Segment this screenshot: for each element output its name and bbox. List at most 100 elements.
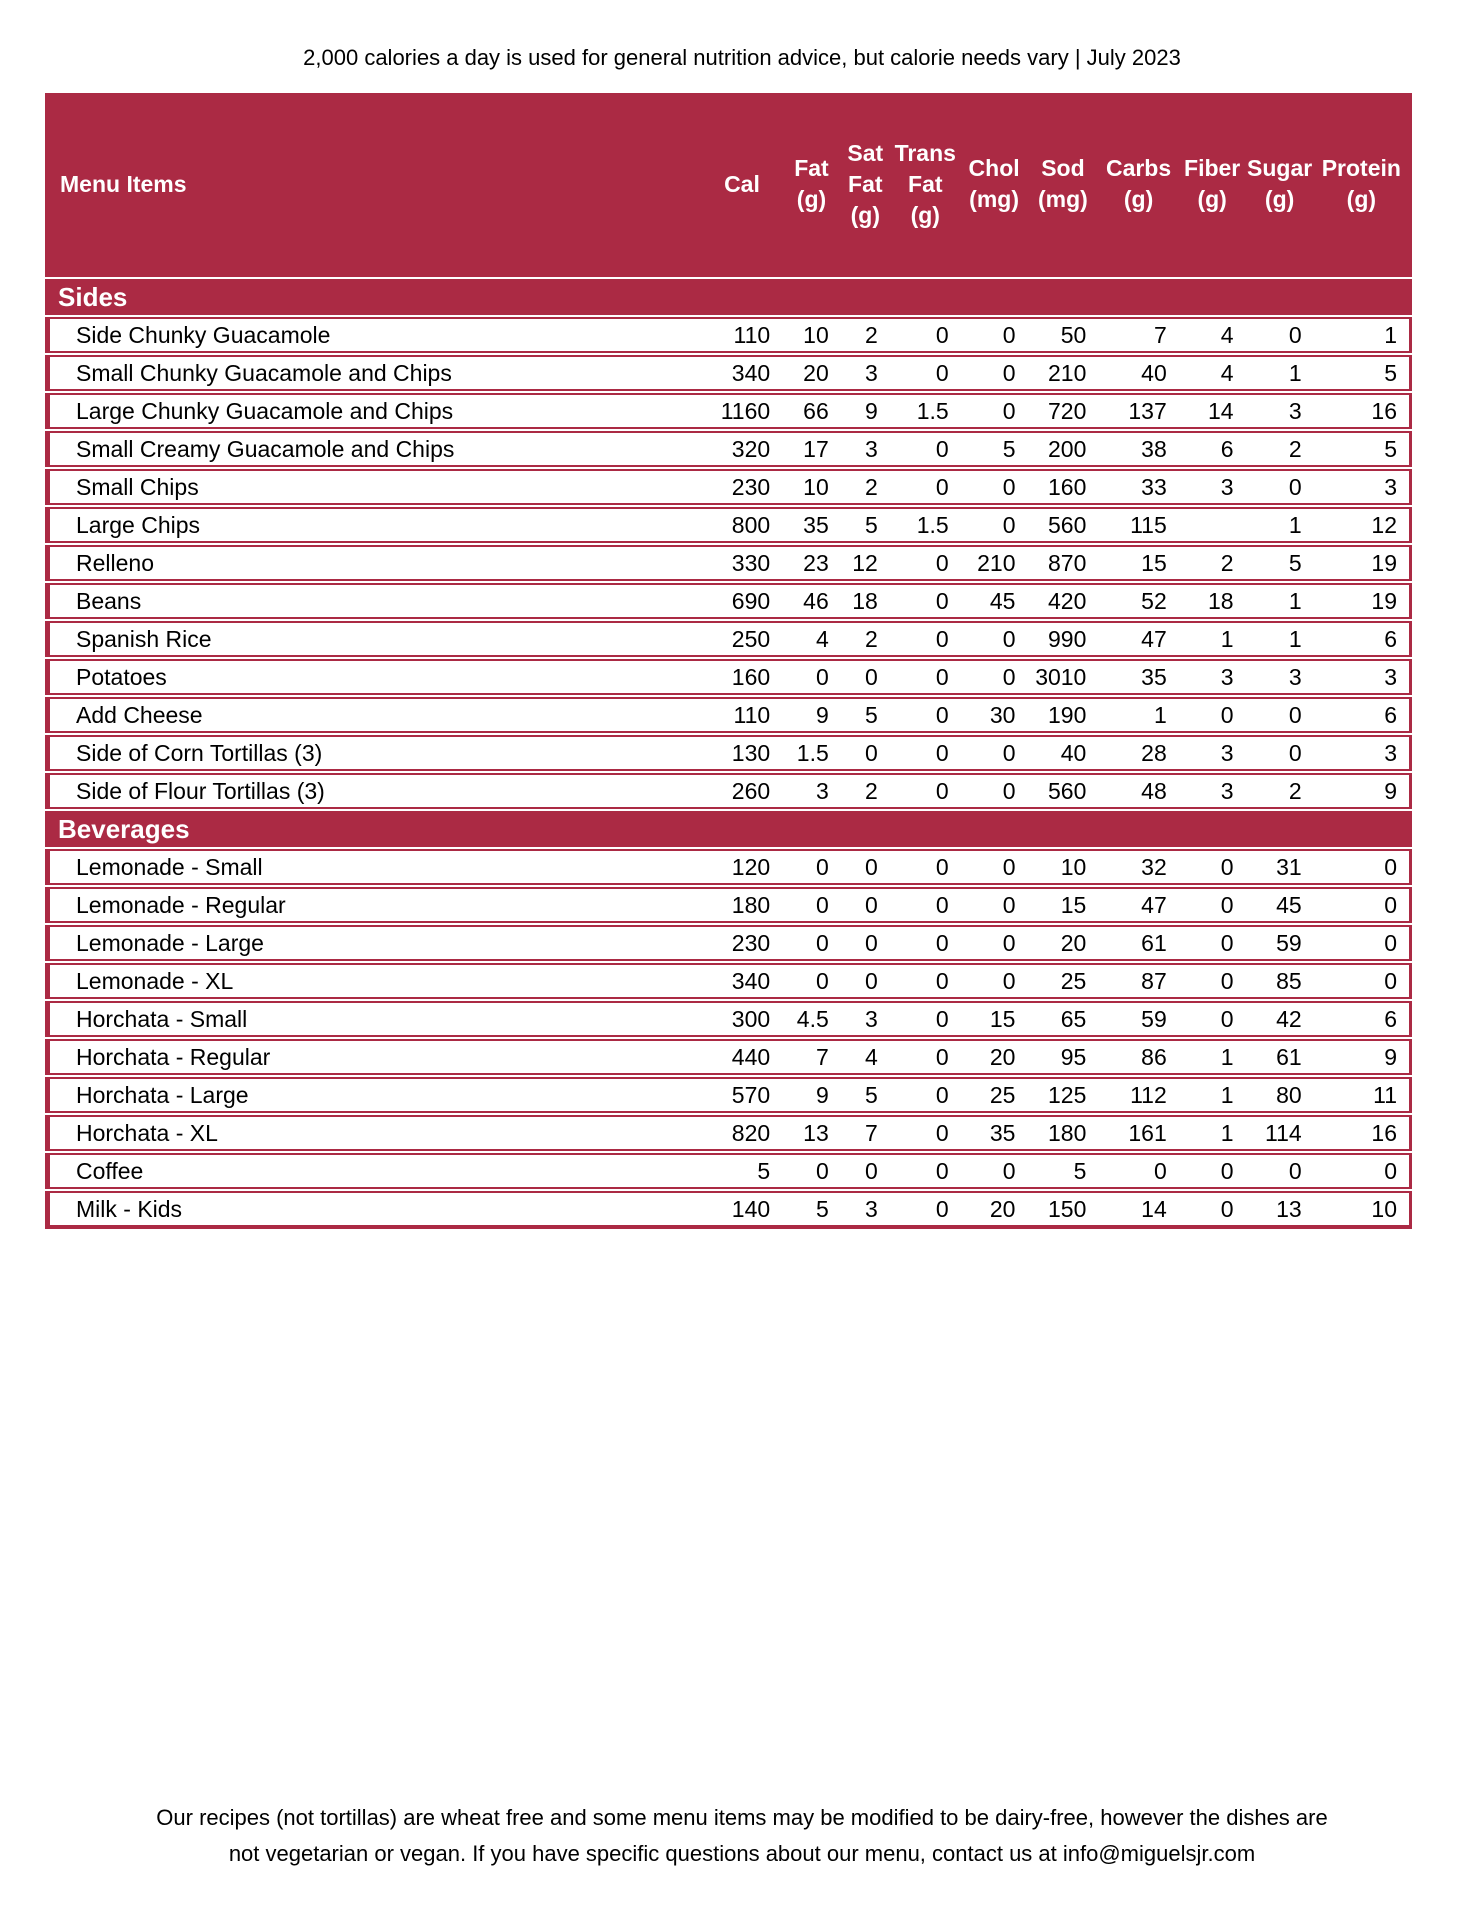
column-header-cal: Cal [701, 93, 783, 278]
value-cal: 260 [701, 769, 783, 813]
footer-line-1: Our recipes (not tortillas) are wheat fr… [156, 1805, 1328, 1830]
menu-item-name: Small Chips [44, 465, 702, 509]
value-trans-fat-g: 0 [889, 1035, 961, 1079]
footer-line-2: not vegetarian or vegan. If you have spe… [228, 1841, 1256, 1866]
value-carbs-g: 47 [1098, 883, 1179, 927]
menu-row-side-of-corn-tortillas-3: Side of Corn Tortillas (3) 130 1.5 0 0 0 40 28 3… [44, 731, 1412, 775]
value-fiber-g: 1 [1178, 617, 1246, 661]
menu-row-small-chips: Small Chips 230 10 2 0 0 160 33 3 0 3 [44, 465, 1412, 509]
value-protein-g: 19 [1313, 579, 1412, 623]
value-trans-fat-g: 0 [889, 1111, 961, 1155]
value-fiber-g: 3 [1178, 655, 1246, 699]
value-fat-g: 0 [782, 1149, 841, 1193]
value-protein-g: 16 [1313, 1111, 1412, 1155]
value-sod-mg: 10 [1027, 845, 1099, 889]
value-protein-g: 3 [1313, 731, 1412, 775]
menu-row-horchata-small: Horchata - Small 300 4.5 3 0 15 65 59 0 42 6 [44, 997, 1412, 1041]
value-cal: 5 [701, 1149, 783, 1193]
value-fiber-g: 3 [1178, 769, 1246, 813]
value-sat-fat-g: 5 [840, 1073, 890, 1117]
value-fat-g: 10 [782, 465, 841, 509]
value-carbs-g: 61 [1098, 921, 1179, 965]
value-carbs-g: 52 [1098, 579, 1179, 623]
column-header-fat-g: Fat (g) [782, 93, 841, 278]
footer-note: Our recipes (not tortillas) are wheat fr… [0, 1800, 1484, 1872]
value-chol-mg: 0 [960, 503, 1028, 547]
value-carbs-g: 48 [1098, 769, 1179, 813]
value-sugar-g: 0 [1245, 693, 1314, 737]
value-carbs-g: 1 [1098, 693, 1179, 737]
menu-item-name: Side of Corn Tortillas (3) [44, 731, 702, 775]
value-chol-mg: 0 [960, 921, 1028, 965]
value-fat-g: 7 [782, 1035, 841, 1079]
menu-item-name: Lemonade - Large [44, 921, 702, 965]
value-fat-g: 0 [782, 845, 841, 889]
value-sod-mg: 3010 [1027, 655, 1099, 699]
value-fiber-g: 3 [1178, 731, 1246, 775]
value-cal: 230 [701, 465, 783, 509]
value-sod-mg: 125 [1027, 1073, 1099, 1117]
column-header-fiber-g: Fiber (g) [1178, 93, 1246, 278]
menu-item-name: Spanish Rice [44, 617, 702, 661]
value-sat-fat-g: 0 [840, 1149, 890, 1193]
menu-item-name: Lemonade - Regular [44, 883, 702, 927]
value-sat-fat-g: 2 [840, 769, 890, 813]
value-chol-mg: 210 [960, 541, 1028, 585]
value-sod-mg: 25 [1027, 959, 1099, 1003]
value-chol-mg: 0 [960, 883, 1028, 927]
menu-item-name: Side Chunky Guacamole [44, 313, 702, 357]
value-fat-g: 0 [782, 921, 841, 965]
value-protein-g: 1 [1313, 313, 1412, 357]
value-cal: 300 [701, 997, 783, 1041]
menu-row-milk-kids: Milk - Kids 140 5 3 0 20 150 14 0 13 10 [44, 1187, 1412, 1229]
value-carbs-g: 137 [1098, 389, 1179, 433]
menu-row-large-chips: Large Chips 800 35 5 1.5 0 560 115 1 12 [44, 503, 1412, 547]
value-sod-mg: 160 [1027, 465, 1099, 509]
value-fat-g: 66 [782, 389, 841, 433]
value-fat-g: 9 [782, 1073, 841, 1117]
menu-item-name: Potatoes [44, 655, 702, 699]
value-trans-fat-g: 0 [889, 959, 961, 1003]
value-fiber-g: 1 [1178, 1111, 1246, 1155]
value-protein-g: 16 [1313, 389, 1412, 433]
value-protein-g: 3 [1313, 465, 1412, 509]
value-protein-g: 6 [1313, 617, 1412, 661]
value-chol-mg: 0 [960, 617, 1028, 661]
value-fat-g: 4 [782, 617, 841, 661]
value-carbs-g: 7 [1098, 313, 1179, 357]
value-fiber-g: 14 [1178, 389, 1246, 433]
value-carbs-g: 47 [1098, 617, 1179, 661]
value-fiber-g: 0 [1178, 1149, 1246, 1193]
value-sugar-g: 13 [1245, 1187, 1314, 1229]
value-cal: 140 [701, 1187, 783, 1229]
value-sod-mg: 15 [1027, 883, 1099, 927]
value-trans-fat-g: 0 [889, 541, 961, 585]
value-fat-g: 0 [782, 959, 841, 1003]
menu-item-name: Small Chunky Guacamole and Chips [44, 351, 702, 395]
value-carbs-g: 0 [1098, 1149, 1179, 1193]
value-protein-g: 5 [1313, 427, 1412, 471]
value-fat-g: 4.5 [782, 997, 841, 1041]
value-sat-fat-g: 0 [840, 959, 890, 1003]
value-sat-fat-g: 0 [840, 731, 890, 775]
value-fiber-g: 1 [1178, 1035, 1246, 1079]
value-sat-fat-g: 18 [840, 579, 890, 623]
value-sod-mg: 720 [1027, 389, 1099, 433]
value-chol-mg: 45 [960, 579, 1028, 623]
value-protein-g: 11 [1313, 1073, 1412, 1117]
value-fiber-g: 0 [1178, 845, 1246, 889]
menu-item-name: Large Chips [44, 503, 702, 547]
value-fiber-g: 6 [1178, 427, 1246, 471]
menu-item-name: Coffee [44, 1149, 702, 1193]
value-sat-fat-g: 4 [840, 1035, 890, 1079]
value-sod-mg: 5 [1027, 1149, 1099, 1193]
value-cal: 110 [701, 313, 783, 357]
calorie-disclaimer: 2,000 calories a day is used for general… [303, 45, 1181, 70]
value-protein-g: 0 [1313, 883, 1412, 927]
value-fat-g: 13 [782, 1111, 841, 1155]
value-cal: 180 [701, 883, 783, 927]
menu-item-name: Side of Flour Tortillas (3) [44, 769, 702, 813]
value-sat-fat-g: 5 [840, 503, 890, 547]
value-fat-g: 20 [782, 351, 841, 395]
value-protein-g: 5 [1313, 351, 1412, 395]
